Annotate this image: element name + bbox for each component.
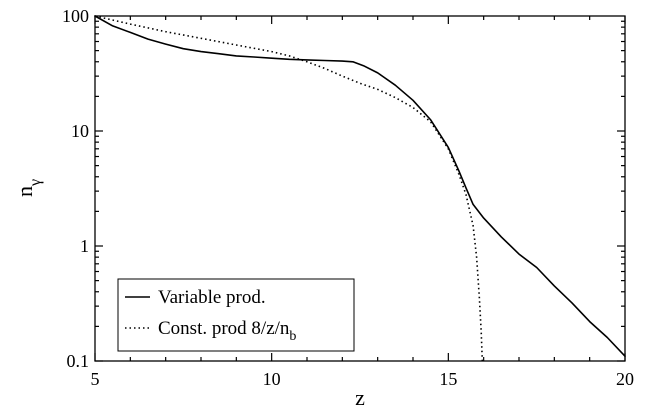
x-tick-label: 10 [263,369,281,389]
series-line-const-prod [94,15,484,362]
x-axis-title: z [355,385,365,409]
x-tick-label: 5 [91,369,100,389]
legend-label-const-prod-subscript: b [289,329,296,344]
x-tick-label: 15 [439,369,457,389]
legend: Variable prod. Const. prod 8/z/nb [117,278,355,352]
y-axis-title-subscript: γ [27,179,44,187]
y-tick-label: 10 [71,121,89,141]
x-axis-ticks: 5 10 15 20 [91,16,634,389]
y-axis-title-base: n [12,186,37,197]
series-layer [94,15,626,362]
y-axis-title: nγ [12,179,44,197]
legend-box [117,278,355,352]
series-line-variable-prod [94,15,626,357]
y-tick-label: 1 [80,236,89,256]
x-tick-label: 20 [616,369,634,389]
y-tick-label: 0.1 [67,351,90,371]
svg-text:nγ: nγ [12,179,44,197]
y-axis-ticks: 0.1 1 10 100 [62,6,625,371]
legend-label-variable-prod: Variable prod. [158,287,266,308]
y-tick-label: 100 [62,6,89,26]
legend-label-const-prod-text: Const. prod 8/z/n [158,318,290,339]
legend-label-const-prod: Const. prod 8/z/nb [158,318,296,344]
